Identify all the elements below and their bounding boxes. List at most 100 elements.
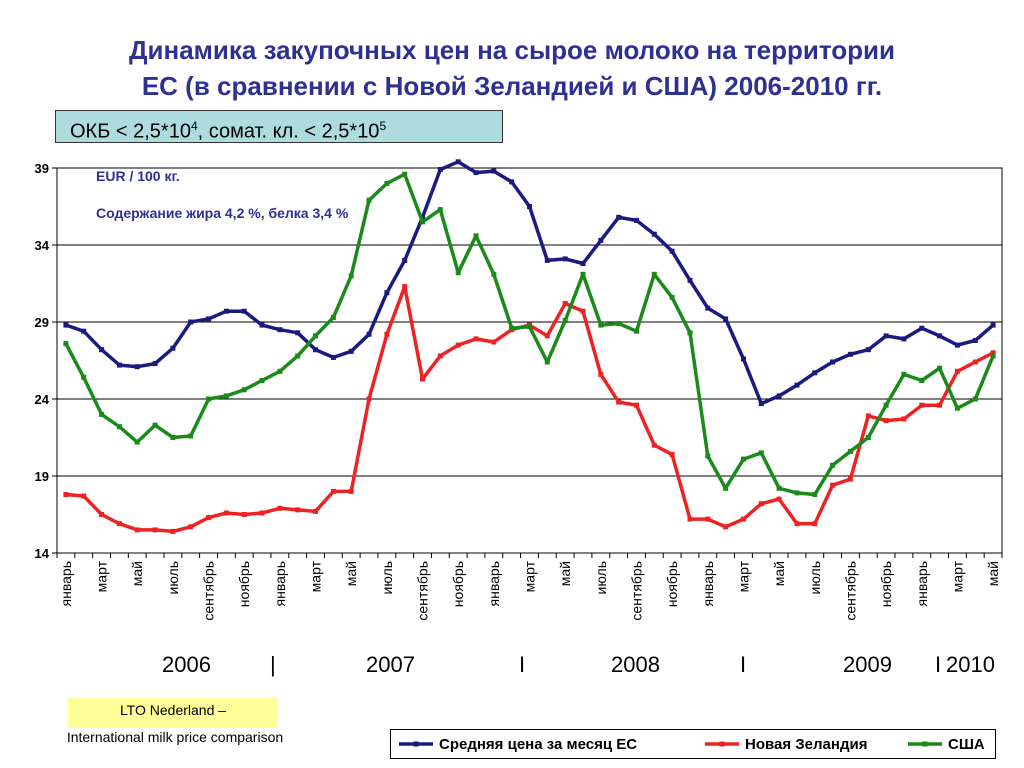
series-0-point bbox=[99, 347, 105, 353]
series-0-point bbox=[509, 179, 515, 185]
series-2-point bbox=[669, 294, 675, 300]
series-2-point bbox=[259, 378, 265, 383]
x-tick-label: январь bbox=[914, 561, 930, 606]
series-2-point bbox=[598, 322, 604, 328]
series-2-point bbox=[509, 325, 515, 331]
series-1-point bbox=[616, 399, 622, 405]
series-0-point bbox=[527, 204, 532, 209]
series-1-point bbox=[937, 402, 943, 408]
series-2-point bbox=[134, 439, 140, 445]
series-0-point bbox=[758, 401, 764, 407]
series-2-point bbox=[562, 318, 568, 323]
series-0-point bbox=[830, 359, 836, 365]
legend-label: Средняя цена за месяц ЕС bbox=[439, 735, 638, 753]
series-0-point bbox=[277, 327, 283, 333]
series-0-point bbox=[616, 214, 622, 220]
okb-text-mid: , сомат. кл. < 2,5*10 bbox=[197, 120, 380, 143]
legend-swatch bbox=[705, 741, 739, 747]
series-0-point bbox=[63, 322, 69, 328]
x-tick-label: ноябрь bbox=[878, 561, 894, 607]
series-1-point bbox=[99, 512, 105, 517]
series-2-point bbox=[384, 180, 390, 186]
series-2-point bbox=[188, 433, 194, 439]
series-1-point bbox=[384, 331, 390, 337]
series-2-point bbox=[883, 402, 889, 408]
series-1-point bbox=[277, 505, 283, 511]
series-2-point bbox=[491, 271, 497, 277]
series-1-point bbox=[188, 524, 194, 530]
series-1-point bbox=[206, 515, 212, 521]
series-1-point bbox=[134, 527, 140, 533]
series-1-point bbox=[598, 371, 604, 377]
series-2-point bbox=[937, 365, 943, 371]
series-0-point bbox=[366, 331, 372, 337]
series-1-point bbox=[491, 339, 497, 345]
x-tick-label: сентябрь bbox=[415, 561, 431, 621]
series-2-point bbox=[241, 387, 247, 393]
series-1-point bbox=[473, 336, 479, 342]
series-2-point bbox=[847, 448, 853, 454]
series-2-point bbox=[402, 171, 408, 177]
legend-swatch bbox=[399, 741, 433, 747]
series-1-point bbox=[705, 516, 711, 522]
chart-legend: Средняя цена за месяц ЕС Новая Зеландия СШ… bbox=[390, 729, 996, 759]
legend-swatch bbox=[908, 741, 942, 747]
series-0-point bbox=[295, 330, 301, 336]
unit-label: EUR / 100 кг. bbox=[96, 168, 180, 184]
series-0-point bbox=[883, 333, 889, 339]
series-0-point bbox=[188, 319, 194, 325]
legend-label: США bbox=[948, 735, 985, 753]
series-2-point bbox=[919, 378, 925, 383]
chart-subtitle: Содержание жира 4,2 %, белка 3,4 % bbox=[96, 205, 349, 221]
series-0-point bbox=[937, 333, 943, 339]
x-tick-label: сентябрь bbox=[628, 561, 644, 621]
series-1-point bbox=[455, 342, 461, 348]
title-line-2: ЕС (в сравнении с Новой Зеландией и США)… bbox=[141, 71, 883, 101]
x-tick-label: май bbox=[985, 561, 1001, 586]
legend-item: Новая Зеландия bbox=[705, 730, 867, 758]
series-2-point bbox=[901, 371, 907, 377]
series-0-point bbox=[134, 364, 140, 370]
series-2-point bbox=[348, 273, 354, 279]
series-2-point bbox=[741, 456, 746, 462]
x-tick-label: май bbox=[771, 561, 787, 586]
year-label: 2009 bbox=[843, 652, 892, 677]
x-tick-label: март bbox=[94, 560, 110, 592]
x-tick-label: сентябрь bbox=[842, 561, 858, 621]
series-1-point bbox=[544, 333, 550, 339]
series-2-point bbox=[580, 271, 586, 277]
series-2-point bbox=[830, 462, 836, 468]
okb-sup-1: 4 bbox=[190, 119, 198, 133]
series-2-point bbox=[152, 422, 158, 428]
series-1-point bbox=[830, 482, 836, 488]
series-1-point bbox=[919, 402, 925, 408]
series-0-point bbox=[544, 257, 550, 263]
series-2-point bbox=[723, 485, 729, 491]
series-0-point bbox=[794, 382, 800, 388]
series-0-point bbox=[170, 345, 176, 351]
x-tick-label: июль bbox=[593, 561, 609, 594]
series-2-point bbox=[634, 328, 639, 334]
legend-item: Средняя цена за месяц ЕС bbox=[399, 730, 637, 758]
series-0-point bbox=[241, 308, 247, 314]
series-2-point bbox=[954, 405, 960, 411]
series-1-point bbox=[259, 510, 265, 516]
series-0-point bbox=[651, 231, 657, 237]
year-label: 2006 bbox=[162, 652, 211, 677]
x-tick-label: июль bbox=[165, 561, 181, 594]
series-1-point bbox=[794, 521, 800, 527]
series-0-point bbox=[580, 261, 586, 266]
series-0-point bbox=[348, 348, 354, 354]
y-tick-label: 14 bbox=[35, 546, 50, 561]
title-line-1: Динамика закупочных цен на сырое молоко … bbox=[129, 35, 895, 65]
series-1-point bbox=[634, 402, 639, 408]
series-1-point bbox=[669, 451, 675, 457]
series-2-point bbox=[420, 219, 425, 225]
series-2-point bbox=[223, 393, 229, 399]
series-1-point bbox=[972, 359, 978, 365]
series-0-point bbox=[669, 248, 675, 254]
series-1-point bbox=[758, 501, 764, 507]
series-2-point bbox=[366, 197, 372, 203]
okb-sup-2: 5 bbox=[379, 119, 387, 133]
y-tick-label: 34 bbox=[35, 238, 50, 253]
